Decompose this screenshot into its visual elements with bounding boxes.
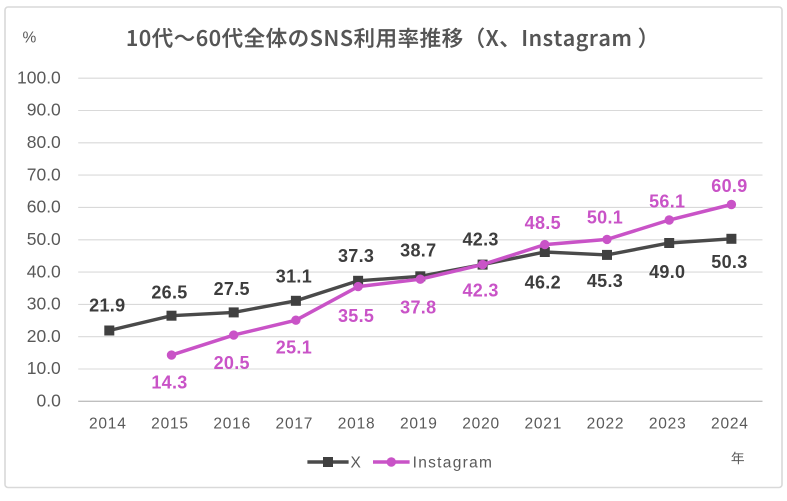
svg-text:2015: 2015 [151,416,189,433]
svg-text:40.0: 40.0 [27,261,61,281]
svg-text:45.3: 45.3 [587,271,623,291]
svg-text:37.3: 37.3 [338,246,374,266]
svg-text:%: % [23,30,37,47]
svg-text:0.0: 0.0 [36,391,61,411]
svg-text:14.3: 14.3 [151,372,187,392]
svg-text:70.0: 70.0 [27,164,61,184]
svg-text:27.5: 27.5 [214,279,250,299]
svg-text:56.1: 56.1 [649,192,685,212]
svg-text:X: X [351,454,362,471]
svg-text:50.0: 50.0 [27,229,61,249]
svg-text:42.3: 42.3 [462,280,498,300]
svg-text:60.0: 60.0 [27,197,61,217]
svg-text:46.2: 46.2 [525,273,561,293]
svg-text:2022: 2022 [587,416,625,433]
svg-text:49.0: 49.0 [649,262,685,282]
svg-text:20.0: 20.0 [27,326,61,346]
svg-text:26.5: 26.5 [151,282,187,302]
svg-text:2024: 2024 [711,416,749,433]
svg-text:10.0: 10.0 [27,358,61,378]
svg-text:60.9: 60.9 [711,176,747,196]
svg-text:80.0: 80.0 [27,132,61,152]
svg-text:2023: 2023 [649,416,687,433]
svg-text:50.1: 50.1 [587,208,623,228]
svg-text:2021: 2021 [524,416,562,433]
svg-text:25.1: 25.1 [276,337,312,357]
svg-text:35.5: 35.5 [338,306,374,326]
svg-text:38.7: 38.7 [400,241,436,261]
svg-text:42.3: 42.3 [462,229,498,249]
svg-text:2018: 2018 [338,416,376,433]
svg-text:2020: 2020 [462,416,500,433]
svg-text:2019: 2019 [400,416,438,433]
svg-text:2017: 2017 [276,416,314,433]
svg-text:90.0: 90.0 [27,100,61,120]
svg-text:20.5: 20.5 [214,353,250,373]
svg-text:50.3: 50.3 [711,252,747,272]
svg-text:100.0: 100.0 [17,67,61,87]
svg-text:21.9: 21.9 [89,296,125,316]
svg-text:31.1: 31.1 [276,267,312,287]
svg-text:Instagram: Instagram [413,454,494,471]
svg-text:30.0: 30.0 [27,294,61,314]
svg-text:48.5: 48.5 [525,213,561,233]
svg-text:2016: 2016 [213,416,251,433]
svg-text:2014: 2014 [89,416,127,433]
svg-text:37.8: 37.8 [400,298,436,318]
